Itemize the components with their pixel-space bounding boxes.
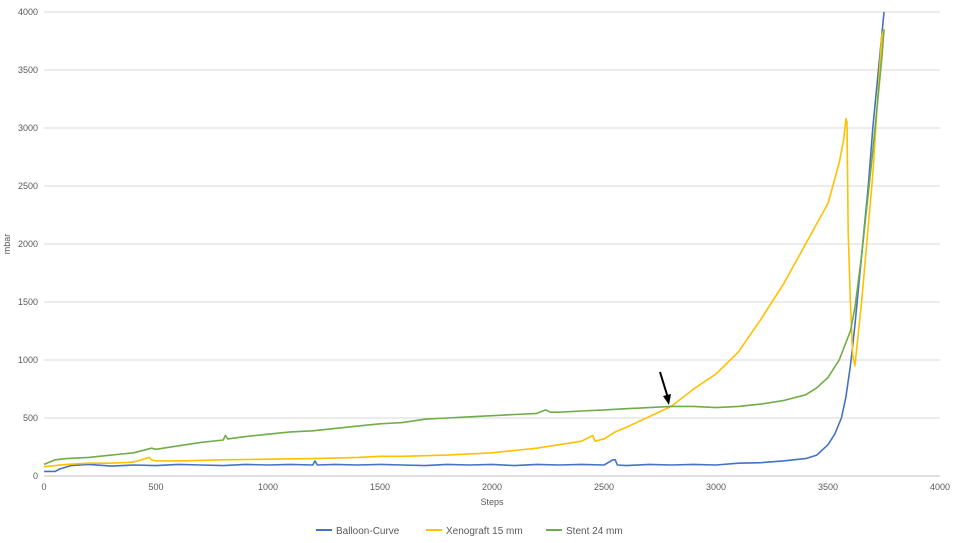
x-tick-label: 500 — [148, 482, 163, 492]
x-axis-title: Steps — [480, 497, 504, 507]
legend-label-xenograft-15-mm: Xenograft 15 mm — [446, 526, 523, 537]
y-tick-label: 1500 — [18, 297, 38, 307]
y-tick-label: 0 — [33, 471, 38, 481]
y-axis-title: mbar — [2, 234, 12, 255]
legend-item-balloon-curve: Balloon-Curve — [316, 526, 400, 537]
x-tick-label: 1000 — [258, 482, 278, 492]
y-tick-label: 1000 — [18, 355, 38, 365]
y-tick-label: 500 — [23, 413, 38, 423]
series-line-balloon-curve — [44, 11, 885, 473]
y-tick-label: 2500 — [18, 181, 38, 191]
legend-item-xenograft-15-mm: Xenograft 15 mm — [426, 526, 523, 537]
legend-label-stent-24-mm: Stent 24 mm — [566, 526, 623, 537]
y-tick-label: 4000 — [18, 7, 38, 17]
x-tick-label: 3500 — [818, 482, 838, 492]
y-tick-label: 3500 — [18, 65, 38, 75]
x-tick-label: 4000 — [930, 482, 950, 492]
y-axis-tick-labels: 0 500 1000 1500 2000 2500 3000 3500 4000 — [18, 7, 38, 481]
annotation-arrow — [659, 371, 671, 405]
x-tick-label: 0 — [41, 482, 46, 492]
x-tick-label: 2500 — [594, 482, 614, 492]
legend-item-stent-24-mm: Stent 24 mm — [546, 526, 623, 537]
x-axis-tick-labels: 0 500 1000 1500 2000 2500 3000 3500 4000 — [41, 482, 950, 492]
x-tick-label: 3000 — [706, 482, 726, 492]
series-lines — [43, 11, 885, 473]
series-line-xenograft-15-mm — [43, 29, 885, 468]
series-line-stent-24-mm — [43, 29, 885, 466]
x-tick-label: 1500 — [370, 482, 390, 492]
x-tick-label: 2000 — [482, 482, 502, 492]
legend: Balloon-Curve Xenograft 15 mm Stent 24 m… — [316, 526, 623, 537]
y-tick-label: 2000 — [18, 239, 38, 249]
y-tick-label: 3000 — [18, 123, 38, 133]
gridlines — [44, 11, 940, 419]
legend-label-balloon-curve: Balloon-Curve — [336, 526, 400, 537]
